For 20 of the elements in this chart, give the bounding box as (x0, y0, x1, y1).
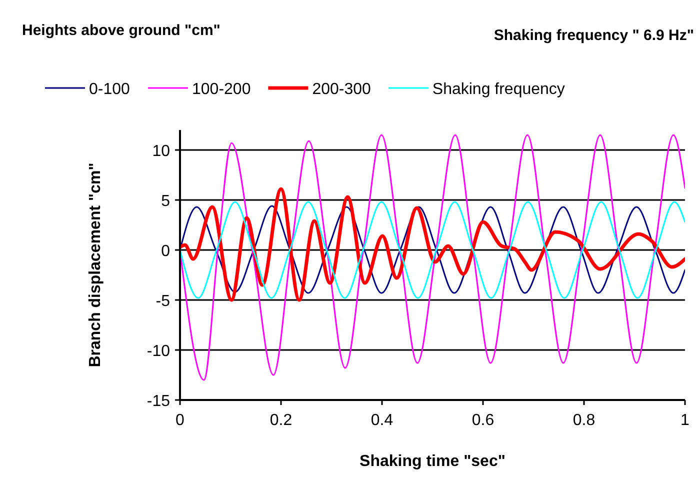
x-tick-label: 0.4 (370, 412, 394, 429)
y-tick-label: -10 (146, 343, 170, 360)
y-tick-label: 5 (161, 193, 170, 210)
y-tick-label: -5 (156, 293, 170, 310)
legend-label: 100-200 (192, 81, 251, 98)
y-tick-label: -15 (146, 393, 170, 410)
x-tick-label: 0.6 (472, 412, 494, 429)
x-tick-label: 0.8 (572, 412, 596, 429)
y-axis-title: Branch displacement "cm" (87, 162, 104, 368)
x-tick-label: 0.2 (270, 412, 292, 429)
y-tick-label: 0 (161, 243, 170, 260)
chart-subtitle: Shaking frequency " 6.9 Hz" (494, 27, 694, 44)
legend-label: Shaking frequency (432, 81, 565, 98)
legend-label: 200-300 (312, 81, 372, 98)
x-tick-label: 0 (176, 412, 185, 429)
x-axis-title: Shaking time "sec" (360, 453, 506, 470)
chart-title: Heights above ground "cm" (22, 22, 220, 39)
legend-label: 0-100 (89, 81, 130, 98)
x-tick-label: 1 (680, 412, 690, 429)
y-tick-label: 10 (152, 143, 170, 160)
